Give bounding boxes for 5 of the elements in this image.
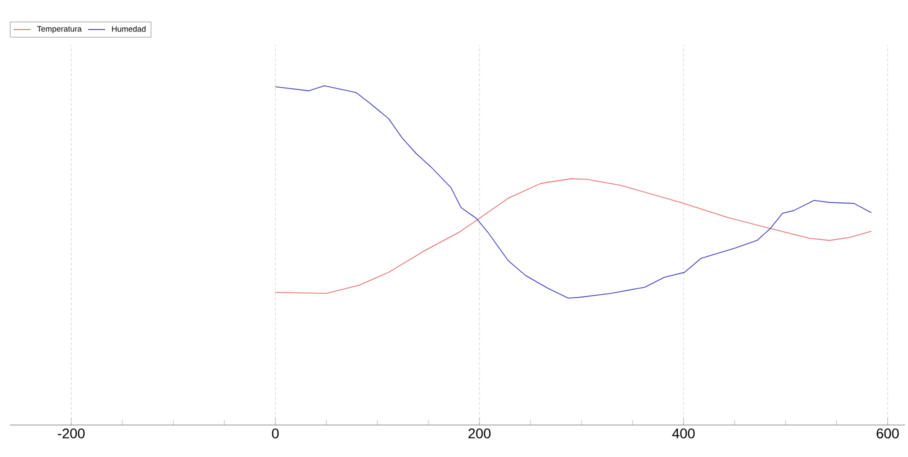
x-tick-label: 600 (876, 428, 899, 438)
x-tick-label: 400 (672, 428, 695, 438)
x-tick-label: -200 (58, 428, 85, 438)
x-tick-label: 0 (272, 428, 279, 438)
x-tick-label: 200 (468, 428, 491, 438)
